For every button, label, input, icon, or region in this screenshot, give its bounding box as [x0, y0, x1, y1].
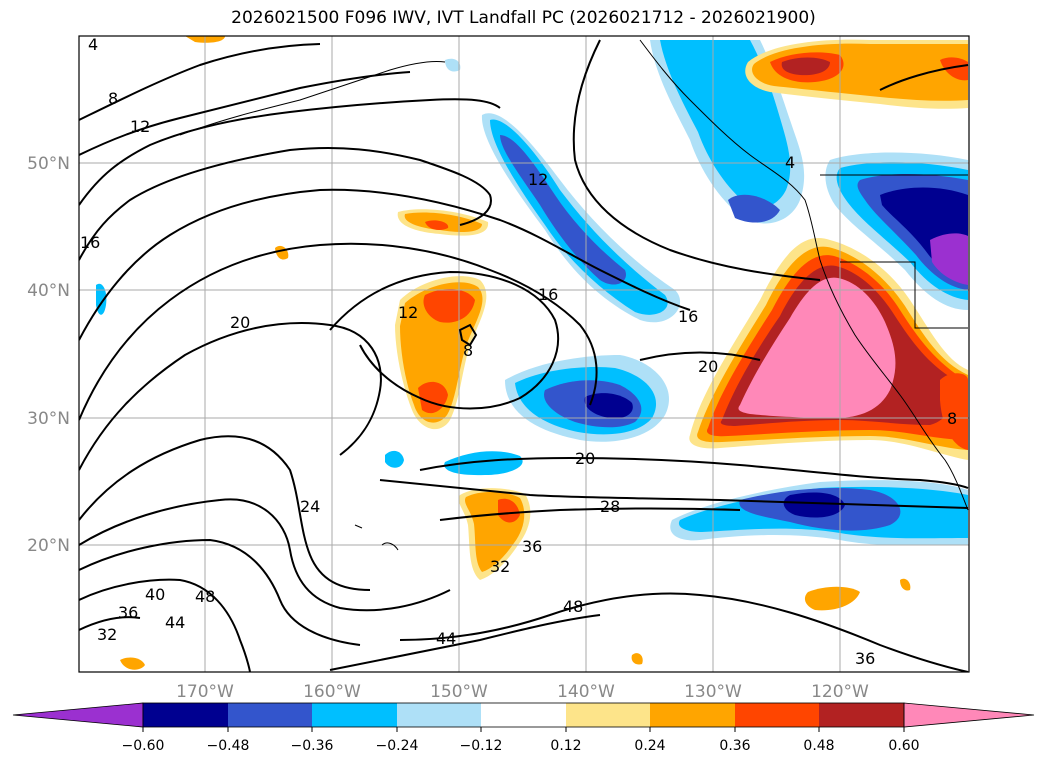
colorbar-bin [566, 703, 650, 727]
colorbar-bin [228, 703, 312, 727]
colorbar: −0.60 −0.48 −0.36 −0.24 −0.12 0.12 0.24 … [12, 702, 1035, 754]
colorbar-tick-label: −0.24 [376, 738, 419, 754]
colorbar-bin [143, 703, 228, 727]
coastlines [179, 39, 969, 551]
contour-label: 4 [785, 153, 795, 172]
contour-label: 20 [575, 449, 595, 468]
contour-label: 20 [698, 357, 718, 376]
contour-label: 16 [538, 285, 558, 304]
colorbar-bin [735, 703, 819, 727]
contour-label: 12 [528, 170, 548, 189]
colorbar-bin [819, 703, 904, 727]
longitude-labels: 170°W 160°W 150°W 140°W 130°W 120°W [176, 682, 869, 702]
positive-anomaly-regions [120, 36, 968, 670]
colorbar-tick-label: −0.60 [122, 738, 165, 754]
colorbar-bin [650, 703, 735, 727]
lon-label: 140°W [557, 682, 615, 702]
contour-label: 32 [490, 557, 510, 576]
contour-labels: 4 8 12 16 12 16 16 20 20 8 12 24 20 28 3… [80, 35, 957, 668]
colorbar-tick-label: 0.24 [634, 738, 665, 754]
colorbar-tick-label: 0.12 [550, 738, 581, 754]
map-title: 2026021500 F096 IWV, IVT Landfall PC (20… [231, 8, 816, 28]
contour-label: 8 [463, 341, 473, 360]
contour-label: 16 [80, 233, 100, 252]
contour-label: 48 [195, 587, 215, 606]
colorbar-tick-label: 0.36 [719, 738, 750, 754]
contour-label: 40 [145, 585, 165, 604]
contour-label: 8 [947, 409, 957, 428]
contour-label: 36 [118, 603, 138, 622]
lon-label: 170°W [176, 682, 234, 702]
contour-label: 36 [855, 649, 875, 668]
colorbar-tick-label: −0.36 [291, 738, 334, 754]
colorbar-tick-label: −0.12 [460, 738, 503, 754]
colorbar-tick-label: 0.48 [803, 738, 834, 754]
colorbar-extend-high [903, 702, 1035, 728]
contour-label: 32 [97, 625, 117, 644]
colorbar-bin [312, 703, 397, 727]
lon-label: 130°W [684, 682, 742, 702]
iwv-contours [79, 39, 969, 672]
contour-label: 44 [436, 629, 456, 648]
contour-label: 28 [600, 497, 620, 516]
contour-label: 20 [230, 313, 250, 332]
contour-label: 4 [88, 35, 98, 54]
lat-label: 30°N [27, 409, 70, 429]
map-plot-area: 4 8 12 16 12 16 16 20 20 8 12 24 20 28 3… [79, 35, 969, 672]
colorbar-bin [397, 703, 481, 727]
map-frame [78, 35, 970, 673]
contour-label: 8 [108, 89, 118, 108]
colorbar-tick-label: −0.48 [207, 738, 250, 754]
colorbar-bin [481, 703, 566, 727]
contour-label: 48 [563, 597, 583, 616]
colorbar-tick-label: 0.60 [888, 738, 919, 754]
lon-label: 120°W [811, 682, 869, 702]
contour-label: 12 [398, 303, 418, 322]
lon-label: 150°W [430, 682, 488, 702]
lat-label: 40°N [27, 281, 70, 301]
contour-label: 44 [165, 613, 185, 632]
lat-label: 20°N [27, 536, 70, 556]
colorbar-extend-low [12, 702, 144, 728]
latitude-labels: 50°N 40°N 30°N 20°N [27, 154, 70, 556]
lat-label: 50°N [27, 154, 70, 174]
contour-label: 16 [678, 307, 698, 326]
contour-label: 36 [522, 537, 542, 556]
contour-label: 12 [130, 117, 150, 136]
lon-label: 160°W [303, 682, 361, 702]
contour-label: 24 [300, 497, 320, 516]
negative-anomaly-regions [96, 40, 968, 546]
